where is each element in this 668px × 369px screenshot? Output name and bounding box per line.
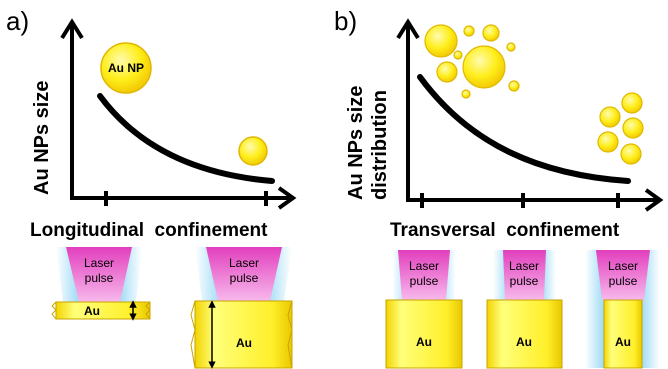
nanoparticle [506, 42, 516, 52]
nanoparticle [436, 61, 458, 83]
nanoparticle [462, 45, 506, 89]
wide-beam-setup: Laser pulse Au [385, 250, 463, 369]
target-label: Au [615, 335, 631, 349]
panel-a-axes [70, 22, 290, 200]
laser-beam [596, 250, 650, 300]
panel-a-size-curve [97, 93, 275, 184]
large-nanoparticle [100, 42, 152, 94]
break-left [51, 301, 57, 320]
thin-target-label: Au [84, 304, 100, 318]
panel-a: a) Au NPs size Au NP Longitudinal confin… [6, 6, 297, 369]
panel-b-y-axis-label-line2: distribution [369, 90, 391, 200]
laser-beam [206, 247, 282, 301]
small-nanoparticle [238, 136, 268, 166]
laser-label-line1: Laser [409, 259, 439, 273]
nanoparticle [599, 106, 621, 128]
target-label: Au [416, 335, 432, 349]
laser-label-line2: pulse [510, 274, 539, 288]
laser-label-line1: Laser [608, 259, 638, 273]
gold-target [603, 299, 643, 369]
panel-b-y-arrowhead [396, 18, 420, 40]
nanoparticle [620, 143, 642, 165]
target-label: Au [516, 335, 532, 349]
panel-b: b) Au NPs size distribution [334, 6, 664, 369]
nanoparticle [482, 24, 500, 42]
panel-a-x-arrowhead [277, 186, 297, 210]
panel-a-y-axis-label: Au NPs size [31, 81, 53, 195]
gold-target [486, 299, 563, 369]
panel-a-x-axis-label: Longitudinal confinement [30, 220, 268, 241]
nanoparticle [461, 89, 471, 99]
broad-distribution-cluster [424, 24, 520, 99]
laser-label-line1: Laser [84, 256, 114, 270]
panel-b-axes [406, 22, 658, 202]
medium-beam-setup: Laser pulse Au [486, 250, 563, 369]
thick-target-setup: Laser pulse Au [190, 247, 293, 369]
nanoparticle [621, 92, 643, 114]
laser-label-line2: pulse [410, 274, 439, 288]
panel-a-letter: a) [6, 6, 29, 36]
break-right [145, 301, 151, 320]
thin-target-setup: Laser pulse Au [51, 247, 151, 321]
panel-b-distribution-curve [417, 74, 631, 184]
panel-b-y-axis-label-line1: Au NPs size [345, 86, 367, 200]
laser-label-line2: pulse [85, 271, 114, 285]
laser-label-line1: Laser [229, 256, 259, 270]
narrow-beam-setup: Laser pulse Au [585, 250, 660, 369]
np-label: Au NP [108, 61, 144, 75]
laser-label-line1: Laser [509, 259, 539, 273]
thick-gold-target [194, 300, 293, 369]
narrow-distribution-cluster [597, 92, 644, 165]
panel-a-y-arrowhead [60, 18, 84, 40]
thin-gold-target [55, 301, 151, 320]
nanoparticle [508, 80, 520, 92]
laser-beam [66, 247, 132, 302]
laser-label-line2: pulse [609, 274, 638, 288]
laser-beam [398, 250, 450, 300]
panel-b-letter: b) [334, 6, 357, 36]
nanoparticle [424, 24, 458, 58]
break-left [190, 300, 196, 369]
nanoparticle [597, 131, 619, 153]
laser-label-line2: pulse [230, 271, 259, 285]
gold-target [385, 299, 463, 369]
thick-target-label: Au [236, 336, 252, 350]
laser-beam [503, 250, 546, 300]
panel-b-x-arrowhead [644, 188, 664, 212]
panel-b-x-axis-label: Transversal confinement [390, 220, 620, 241]
nanoparticle [622, 117, 644, 139]
nanoparticle [453, 50, 463, 60]
break-right [287, 300, 293, 369]
nanoparticle [463, 25, 475, 37]
